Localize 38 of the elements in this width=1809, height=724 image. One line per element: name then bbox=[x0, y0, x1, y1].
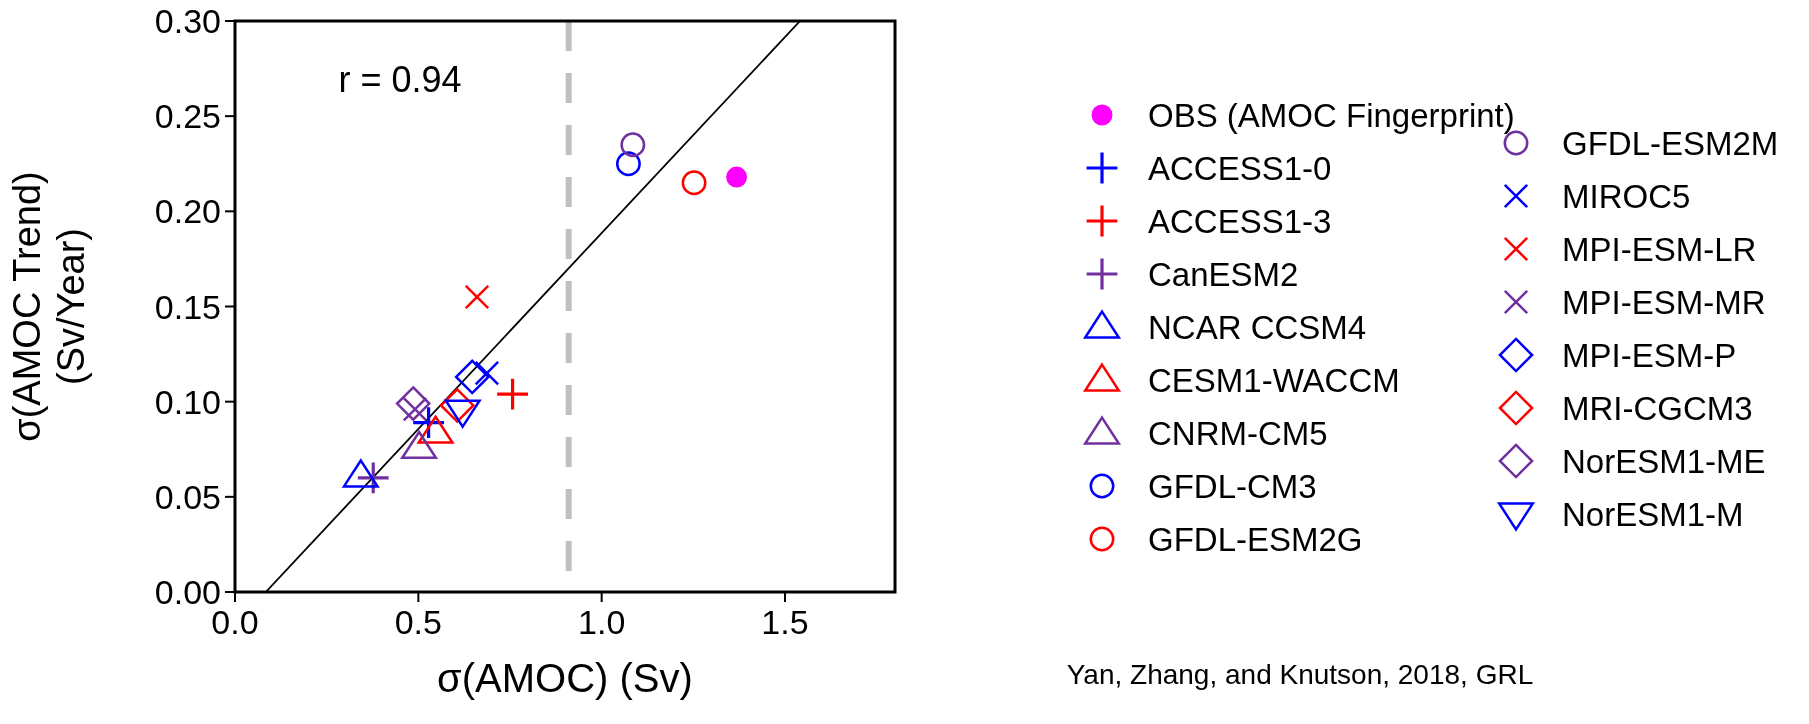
y-tick-label: 0.15 bbox=[154, 287, 221, 326]
legend-label: GFDL-ESM2G bbox=[1148, 521, 1363, 558]
point bbox=[681, 170, 707, 196]
y-tick-label: 0.25 bbox=[154, 97, 221, 136]
legend-label: MPI-ESM-P bbox=[1562, 337, 1737, 374]
legend-label: NCAR CCSM4 bbox=[1148, 309, 1367, 346]
legend-label: CNRM-CM5 bbox=[1148, 415, 1328, 452]
legend-label: NorESM1-M bbox=[1562, 496, 1744, 533]
x-axis-title: σ(AMOC) (Sv) bbox=[437, 656, 693, 700]
legend-label: CESM1-WACCM bbox=[1148, 362, 1400, 399]
point bbox=[464, 284, 490, 310]
y-tick-label: 0.30 bbox=[154, 2, 221, 40]
point bbox=[454, 359, 490, 395]
x-tick-label: 1.0 bbox=[578, 603, 626, 641]
legend-label: GFDL-ESM2M bbox=[1562, 125, 1779, 162]
legend-label: MRI-CGCM3 bbox=[1562, 390, 1753, 427]
point bbox=[497, 378, 528, 410]
x-tick-label: 1.5 bbox=[761, 603, 809, 641]
legend-label: MPI-ESM-LR bbox=[1562, 231, 1757, 268]
point bbox=[726, 166, 748, 188]
legend-label: ACCESS1-0 bbox=[1148, 150, 1332, 187]
legend-label: CanESM2 bbox=[1148, 256, 1299, 293]
legend-label: MPI-ESM-MR bbox=[1562, 284, 1766, 321]
y-tick-label: 0.10 bbox=[154, 382, 221, 421]
legend-label: OBS (AMOC Fingerprint) bbox=[1148, 97, 1515, 134]
legend-label: MIROC5 bbox=[1562, 178, 1691, 215]
text: Yan, Zhang, and Knutson, 2018, GRL bbox=[1066, 659, 1534, 690]
x-tick-label: 0.5 bbox=[394, 603, 442, 641]
legend-label: NorESM1-ME bbox=[1562, 443, 1766, 480]
legend-label: GFDL-CM3 bbox=[1148, 468, 1317, 505]
point bbox=[395, 386, 431, 421]
legend-label: ACCESS1-3 bbox=[1148, 203, 1332, 240]
point bbox=[474, 360, 500, 386]
annotation: r = 0.94 bbox=[338, 59, 462, 100]
y-tick-label: 0.20 bbox=[154, 192, 221, 231]
y-tick-label: 0.05 bbox=[154, 477, 221, 516]
y-axis-title: σ(AMOC Trend) (Sv/Year) bbox=[6, 171, 92, 442]
point bbox=[620, 132, 646, 158]
